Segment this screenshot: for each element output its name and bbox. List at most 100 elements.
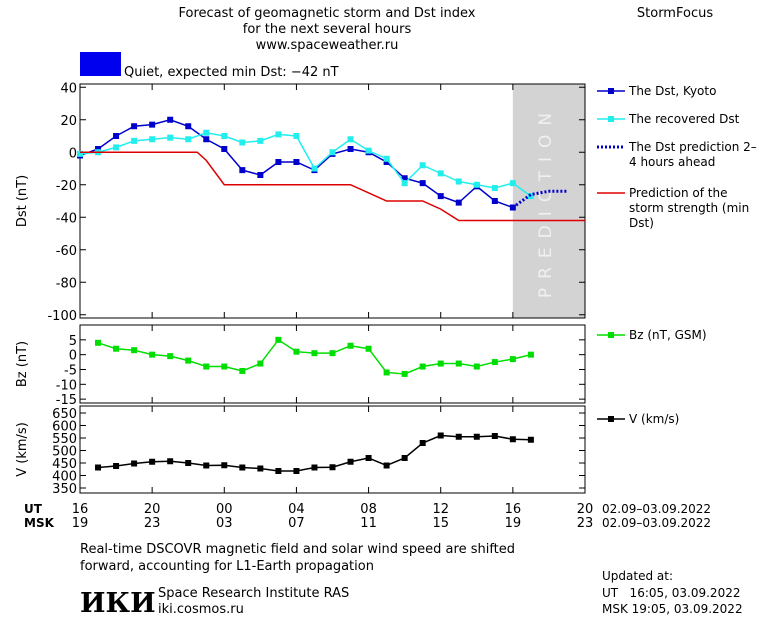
- x-tick-label: 23: [144, 516, 161, 531]
- point: [185, 357, 192, 364]
- point: [95, 464, 102, 471]
- point: [275, 159, 282, 165]
- point: [185, 123, 192, 130]
- status: Quiet, expected min Dst: −42 nT: [124, 65, 339, 80]
- plot-frame: [79, 405, 586, 494]
- y-tick-label: -10: [56, 378, 77, 393]
- legend-label: The recovered Dst: [629, 112, 740, 126]
- point: [419, 180, 426, 187]
- legend-label: Prediction of the storm strength (min Ds…: [629, 186, 750, 230]
- point: [401, 175, 408, 182]
- point: [509, 436, 516, 443]
- y-axis-title: Dst (nT): [15, 175, 30, 227]
- series-line: [97, 338, 532, 375]
- y-tick-label: -80: [56, 276, 77, 291]
- y-tick-label: 650: [52, 407, 77, 422]
- point: [257, 137, 264, 144]
- point: [239, 167, 246, 174]
- point: [149, 121, 156, 128]
- point: [347, 342, 354, 349]
- point: [203, 129, 210, 136]
- point: [491, 198, 498, 204]
- point: [113, 463, 120, 469]
- y-tick-label: 5: [69, 334, 77, 349]
- title-line: Forecast of geomagnetic storm and Dst in…: [178, 6, 475, 21]
- x-tick-label: 16: [72, 502, 89, 517]
- point: [167, 353, 174, 360]
- point: [491, 433, 498, 439]
- note-line: forward, accounting for L1-Earth propaga…: [80, 559, 374, 574]
- point: [293, 133, 300, 139]
- site: iki.cosmos.ru: [158, 602, 244, 617]
- x-tick-label: 11: [360, 516, 377, 531]
- x-tick-label: 20: [144, 502, 161, 517]
- point: [239, 139, 246, 146]
- series-line: [80, 151, 585, 222]
- point: [275, 131, 282, 138]
- point: [419, 363, 426, 370]
- updated-line: UT 16:05, 03.09.2022: [602, 586, 740, 600]
- point: [473, 433, 480, 440]
- point: [509, 180, 516, 187]
- point: [203, 136, 210, 143]
- x-tick-label: 07: [288, 516, 305, 531]
- point: [383, 155, 390, 162]
- y-tick-label: 450: [52, 457, 77, 472]
- point: [437, 170, 444, 177]
- y-tick-label: -40: [56, 211, 77, 226]
- point: [149, 458, 156, 465]
- point: [221, 462, 228, 469]
- legend-label: Bz (nT, GSM): [629, 328, 707, 342]
- point: [275, 468, 282, 474]
- legend-label: V (km/s): [629, 412, 680, 426]
- x-range-label: 02.09–03.09.2022: [602, 502, 711, 516]
- point: [113, 133, 120, 139]
- legend-label: The Dst, Kyoto: [629, 84, 717, 98]
- point: [239, 464, 246, 471]
- point: [203, 363, 210, 370]
- x-tick-label: 12: [432, 502, 449, 517]
- point: [167, 458, 174, 465]
- point: [257, 360, 264, 367]
- point: [131, 123, 138, 130]
- point: [527, 351, 534, 358]
- point: [131, 347, 138, 354]
- y-axis-title: Bz (nT): [15, 341, 30, 387]
- point: [113, 345, 120, 352]
- point: [257, 465, 264, 472]
- legend-marker: [608, 88, 614, 94]
- logo: ИКИ: [80, 588, 156, 619]
- point: [437, 360, 444, 367]
- point: [149, 136, 156, 143]
- point: [329, 149, 336, 156]
- y-tick-label: -60: [56, 244, 77, 259]
- x-tick-label: 23: [577, 516, 594, 531]
- institute: Space Research Institute RAS: [158, 586, 349, 601]
- point: [77, 150, 83, 157]
- y-tick-label: 0: [69, 349, 77, 364]
- updated-title: Updated at:: [602, 569, 673, 583]
- y-tick-label: -20: [56, 179, 77, 194]
- legend-label: The Dst prediction 2–4 hours ahead: [629, 140, 757, 169]
- x-tick-label: 03: [216, 516, 233, 531]
- x-tick-label: 19: [505, 516, 522, 531]
- title-line: for the next several hours: [243, 22, 412, 37]
- point: [383, 369, 390, 376]
- point: [365, 345, 372, 352]
- y-tick-label: 350: [52, 482, 77, 497]
- point: [347, 146, 354, 152]
- point: [401, 180, 408, 187]
- point: [185, 136, 192, 143]
- point: [365, 147, 372, 154]
- point: [167, 116, 174, 123]
- point: [95, 146, 102, 152]
- x-tick-label: 04: [288, 502, 305, 517]
- point: [527, 436, 534, 443]
- point: [167, 134, 174, 141]
- y-tick-label: -5: [64, 363, 77, 378]
- point: [95, 339, 102, 346]
- brand: StormFocus: [637, 6, 713, 21]
- title-line: www.spaceweather.ru: [256, 38, 399, 53]
- y-tick-label: 500: [52, 445, 77, 460]
